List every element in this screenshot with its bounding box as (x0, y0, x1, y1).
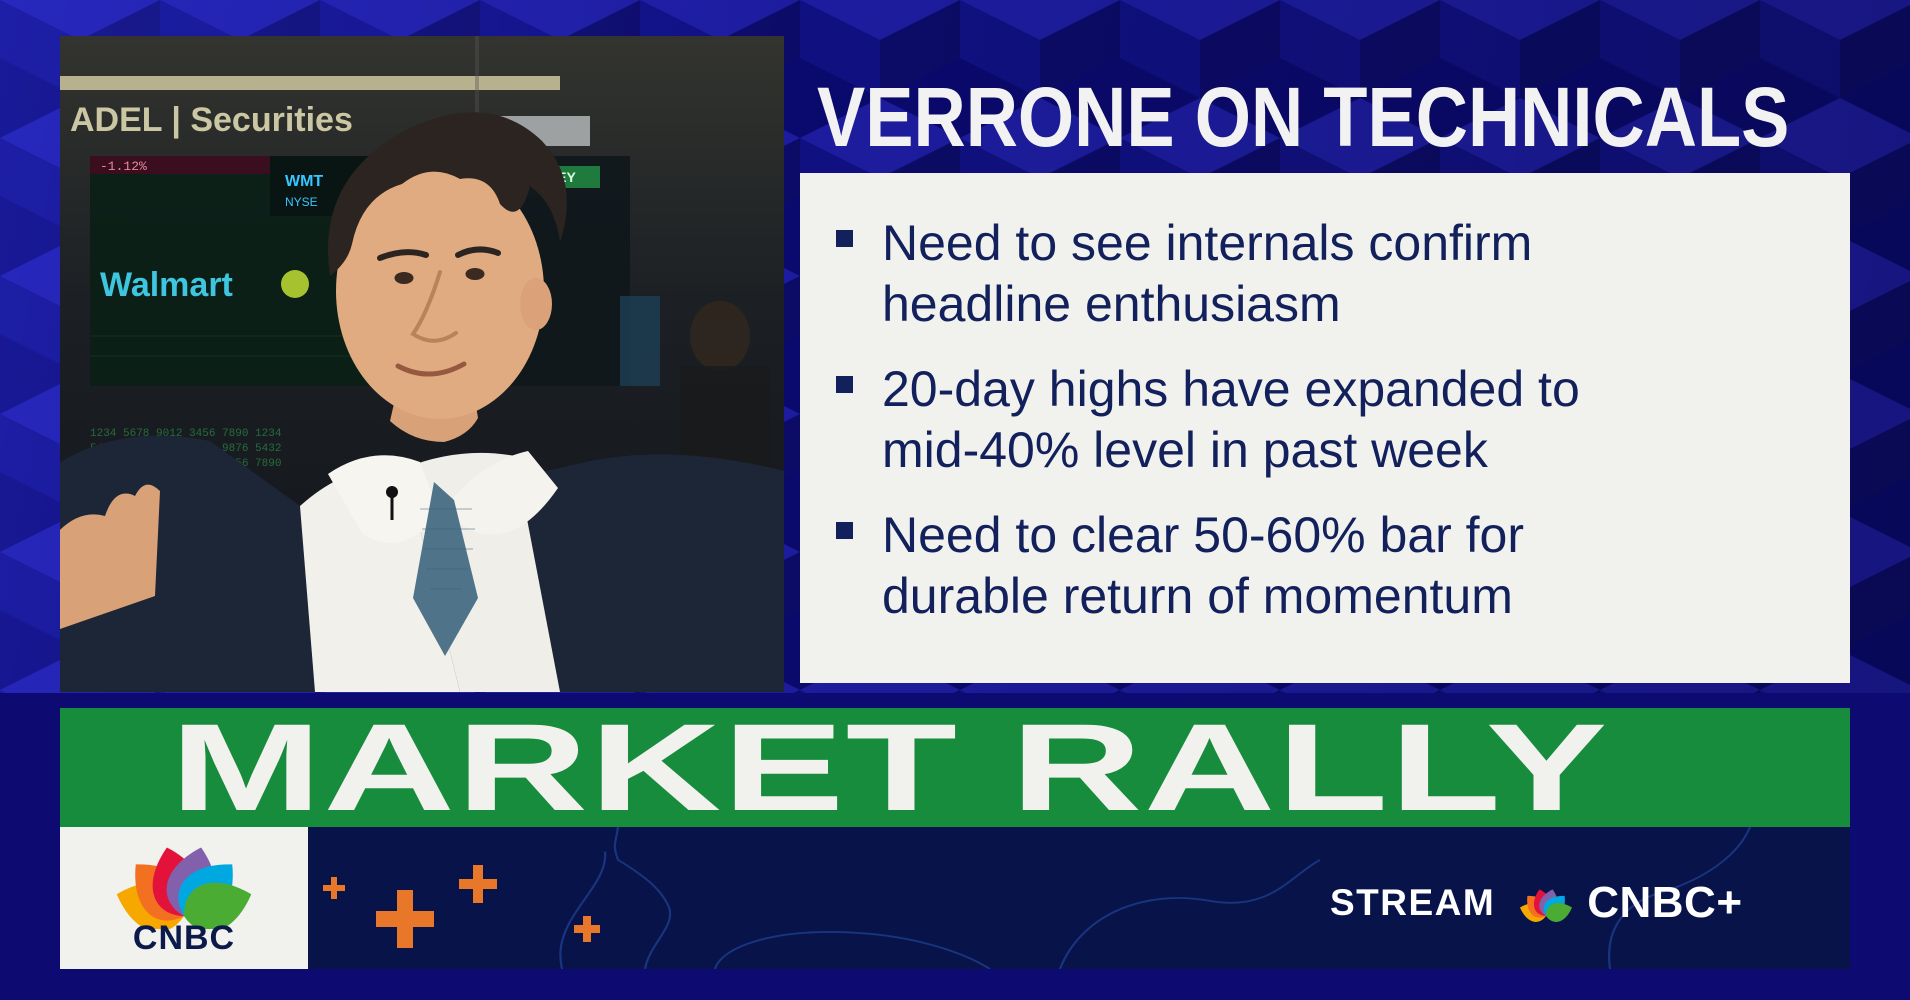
svg-text:ADEL | Securities: ADEL | Securities (70, 101, 353, 139)
svg-text:NYSE: NYSE (285, 195, 318, 209)
svg-text:Walmart: Walmart (100, 266, 233, 304)
svg-text:WMT: WMT (285, 173, 323, 190)
svg-text:-1.12%: -1.12% (100, 159, 147, 174)
